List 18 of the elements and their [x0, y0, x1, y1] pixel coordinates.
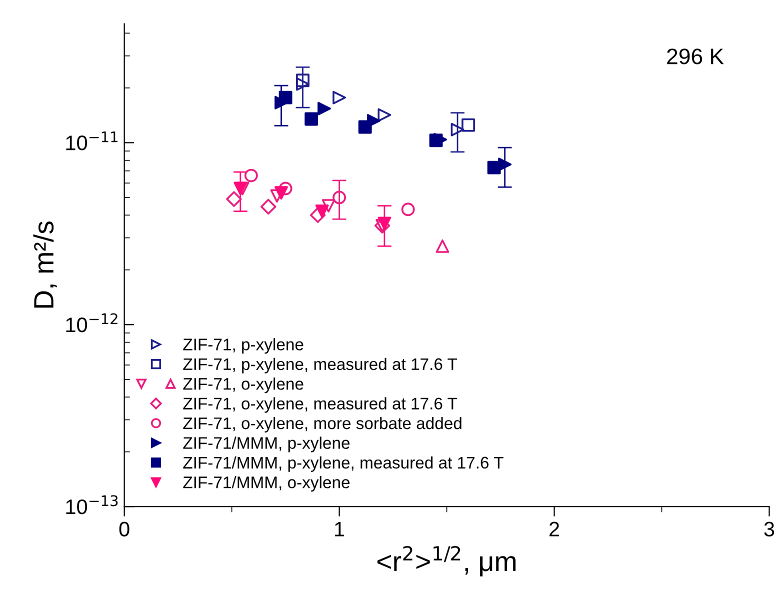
y-tick-label: 10$^{−12}$ [66, 313, 118, 332]
legend-label: ZIF-71, o-xylene, measured at 17.6 T [183, 397, 458, 413]
legend-label: ZIF-71/MMM, o-xylene [183, 476, 350, 492]
legend-label: ZIF-71, o-xylene [183, 378, 304, 394]
x-tick-label: 0 [119, 522, 130, 536]
y-tick-label: 10$^{−13}$ [66, 495, 118, 514]
legend-label: ZIF-71/MMM, p-xylene [183, 436, 350, 452]
x-tick-label: 1 [335, 522, 344, 536]
x-tick-label: 2 [550, 522, 560, 536]
y-tick-label: 10$^{−11}$ [66, 131, 118, 150]
annotation: 296 K [667, 48, 724, 64]
y-axis-title: D, m²/s [33, 221, 57, 308]
legend-label: ZIF-71, p-xylene [183, 338, 304, 354]
legend-label: ZIF-71/MMM, p-xylene, measured at 17.6 T [183, 456, 504, 472]
legend-label: ZIF-71, o-xylene, more sorbate added [183, 416, 462, 432]
x-tick-label: 3 [764, 522, 774, 536]
x-axis-title: <r$^{2}$>$^{1/2}$, μm [377, 546, 516, 576]
legend-label: ZIF-71, p-xylene, measured at 17.6 T [183, 358, 458, 374]
